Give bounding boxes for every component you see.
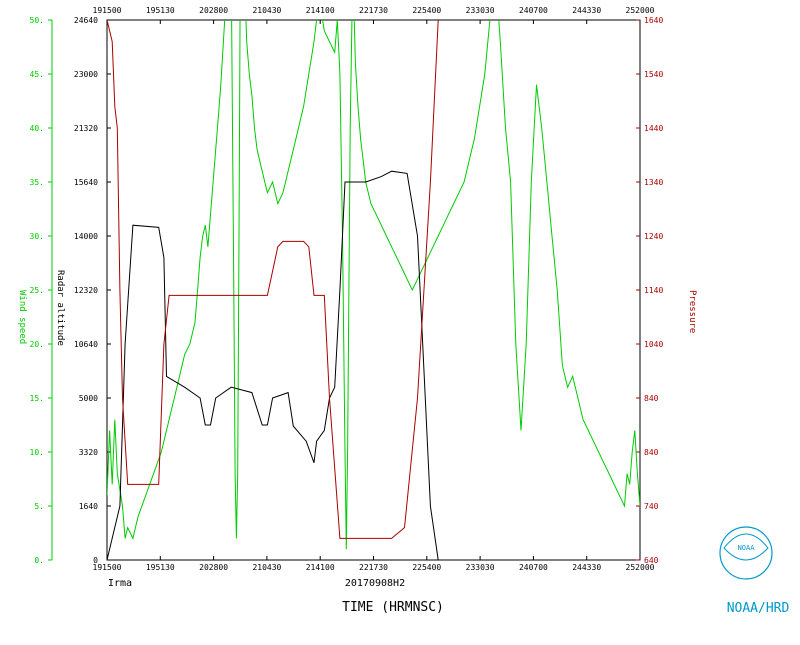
altitude-tick-label: 23000 (74, 70, 98, 79)
wind-tick-label: 45. (30, 70, 44, 79)
pressure-tick-label: 640 (644, 556, 659, 565)
altitude-tick-label: 1640 (79, 502, 98, 511)
pressure-tick-label: 1540 (644, 70, 663, 79)
svg-text:NOAA: NOAA (738, 544, 756, 552)
x-tick-label-top: 252000 (626, 6, 655, 15)
x-tick-label-top: 202800 (199, 6, 228, 15)
storm-name: Irma (108, 578, 132, 589)
x-tick-label-bottom: 240700 (519, 563, 548, 572)
date-label: 20170908H2 (345, 578, 405, 589)
x-tick-label-top: 214100 (306, 6, 335, 15)
series-line-radar-altitude (107, 170, 439, 560)
x-tick-label-top: 195130 (146, 6, 175, 15)
x-tick-label-bottom: 191500 (93, 563, 122, 572)
altitude-tick-label: 24640 (74, 16, 98, 25)
x-tick-label-bottom: 252000 (626, 563, 655, 572)
altitude-tick-label: 15640 (74, 178, 98, 187)
series-layer (107, 20, 640, 560)
x-tick-label-top: 225400 (412, 6, 441, 15)
x-tick-label-top: 221730 (359, 6, 388, 15)
pressure-tick-label: 1440 (644, 124, 663, 133)
altitude-tick-label: 10640 (74, 340, 98, 349)
pressure-tick-label: 1240 (644, 232, 663, 241)
x-axis-top-ticks: 191500 195130 202800 210430 214100 221730 2254… (93, 6, 655, 24)
org-label: NOAA/HRD (727, 601, 790, 616)
wind-axis-title: Wind speed (17, 290, 27, 344)
x-tick-label-bottom: 244330 (572, 563, 601, 572)
wind-tick-label: 5. (34, 502, 44, 511)
x-tick-label-top: 191500 (93, 6, 122, 15)
wind-tick-label: 15. (30, 394, 44, 403)
wind-tick-label: 50. (30, 16, 44, 25)
altitude-axis-ticks: 0 1640 3320 5000 10640 12320 14000 15640 21320 23… (74, 16, 111, 565)
x-tick-label-top: 210430 (252, 6, 281, 15)
x-tick-label-bottom: 214100 (306, 563, 335, 572)
x-tick-label-bottom: 221730 (359, 563, 388, 572)
altitude-tick-label: 3320 (79, 448, 98, 457)
altitude-tick-label: 12320 (74, 286, 98, 295)
pressure-tick-label: 1640 (644, 16, 663, 25)
noaa-logo: NOAA (719, 526, 773, 580)
wind-tick-label: 35. (30, 178, 44, 187)
x-tick-label-top: 244330 (572, 6, 601, 15)
x-axis-title: TIME (HRMNSC) (342, 600, 444, 615)
altitude-tick-label: 14000 (74, 232, 98, 241)
x-tick-label-bottom: 202800 (199, 563, 228, 572)
wind-tick-label: 0. (34, 556, 44, 565)
altitude-axis-title: Radar altitude (55, 270, 65, 346)
x-tick-label-bottom: 210430 (252, 563, 281, 572)
wind-tick-label: 20. (30, 340, 44, 349)
series-line-pressure (107, 20, 439, 539)
wind-tick-label: 25. (30, 286, 44, 295)
pressure-tick-label: 1040 (644, 340, 663, 349)
pressure-axis-title: Pressure (687, 290, 697, 333)
pressure-tick-label: 740 (644, 502, 659, 511)
series-line-wind-speed (107, 20, 640, 550)
wind-tick-label: 40. (30, 124, 44, 133)
wind-axis-ticks: 0. 5. 10. 15. 20. 25. 30. 35. 40. 45. 50. (30, 16, 52, 565)
altitude-tick-label: 21320 (74, 124, 98, 133)
pressure-tick-label: 1140 (644, 286, 663, 295)
x-axis-bottom-ticks: 191500 195130 202800 210430 214100 221730 2254… (93, 556, 655, 572)
wind-tick-label: 10. (30, 448, 44, 457)
pressure-tick-label: 840 (644, 394, 659, 403)
wind-tick-label: 30. (30, 232, 44, 241)
pressure-axis-ticks: 640 740 840 840 1040 1140 1240 1340 1440 1540 1640 (636, 16, 663, 565)
pressure-tick-label: 840 (644, 448, 659, 457)
x-tick-label-top: 233030 (466, 6, 495, 15)
altitude-tick-label: 5000 (79, 394, 98, 403)
x-tick-label-bottom: 233030 (466, 563, 495, 572)
x-tick-label-top: 240700 (519, 6, 548, 15)
x-tick-label-bottom: 225400 (412, 563, 441, 572)
altitude-tick-label: 0 (93, 556, 98, 565)
pressure-tick-label: 1340 (644, 178, 663, 187)
x-tick-label-bottom: 195130 (146, 563, 175, 572)
plot-frame (106, 19, 641, 561)
